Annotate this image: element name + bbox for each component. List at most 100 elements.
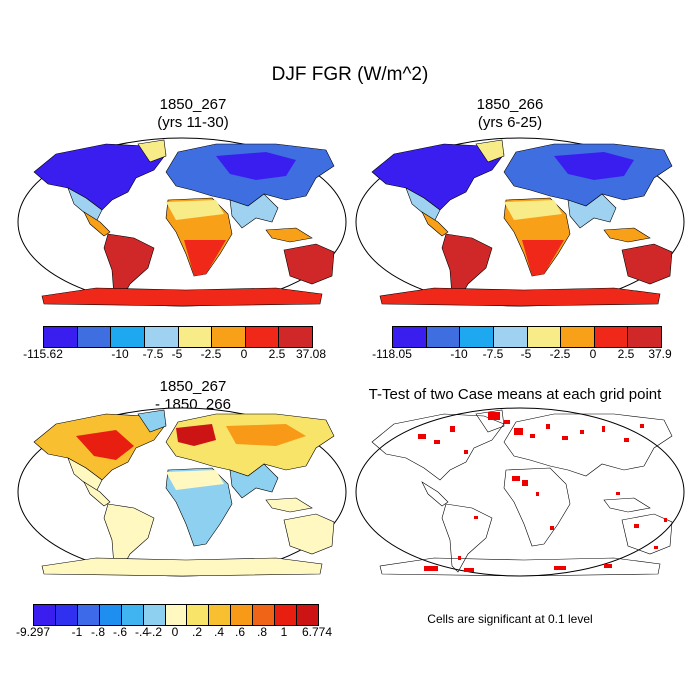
colorbar-3-label: 6.774	[301, 625, 333, 639]
africa-south	[184, 240, 226, 276]
colorbar-swatch	[275, 605, 298, 625]
europe-asia	[503, 413, 673, 477]
colorbar-3-label: -1	[71, 625, 83, 639]
panel-title-3: 1850_267 - 1850_266	[38, 378, 348, 414]
north-america	[371, 413, 505, 481]
colorbar-1-label: 37.08	[295, 347, 327, 361]
colorbar-swatch	[55, 605, 78, 625]
continents	[371, 139, 673, 307]
colorbar-1-label: -2.5	[200, 347, 222, 361]
figure-title: DJF FGR (W/m^2)	[271, 64, 429, 85]
colorbar-1	[43, 326, 313, 348]
antarctica	[41, 287, 323, 307]
colorbar-swatch	[493, 327, 528, 347]
central-america	[83, 481, 111, 507]
colorbar-3-label: .8	[256, 625, 268, 639]
indonesia	[603, 497, 651, 513]
central-america	[83, 211, 111, 237]
south-america	[441, 503, 493, 573]
asia-warm	[226, 424, 306, 446]
colorbar-2-label: -5	[520, 347, 532, 361]
southern-asia	[229, 193, 279, 229]
africa-sahel	[504, 200, 562, 220]
colorbar-swatch	[426, 327, 461, 347]
significance-note: Cells are significant at 0.1 level	[427, 612, 593, 626]
colorbar-swatch	[561, 327, 595, 347]
colorbar-1-label: -115.62	[23, 347, 63, 361]
continents	[33, 139, 335, 307]
greenland	[137, 409, 167, 433]
continents	[33, 409, 335, 577]
colorbar-3-label: -.4	[134, 625, 150, 639]
colorbar-swatch	[297, 605, 318, 625]
panel-title-2-line2: (yrs 6-25)	[477, 114, 543, 131]
greenland	[137, 139, 167, 163]
colorbar-swatch	[99, 605, 122, 625]
antarctica	[379, 287, 661, 307]
colorbar-3-label: 0	[171, 625, 179, 639]
asia-core	[554, 152, 634, 180]
map-panel-1	[17, 137, 347, 307]
colorbar-1-label: 0	[240, 347, 248, 361]
africa	[503, 467, 571, 547]
colorbar-3-label: .4	[213, 625, 225, 639]
colorbar-swatch	[527, 327, 562, 347]
colorbar-swatch	[77, 605, 100, 625]
colorbar-2-label: -2.5	[549, 347, 571, 361]
indonesia	[603, 227, 651, 243]
colorbar-1-label: -7.5	[142, 347, 164, 361]
map-panel-2	[355, 137, 685, 307]
colorbar-1-label: -5	[171, 347, 183, 361]
colorbar-2-label: -7.5	[482, 347, 504, 361]
colorbar-swatch	[143, 605, 166, 625]
africa-sahel	[166, 470, 224, 490]
southern-asia	[567, 193, 617, 229]
colorbar-3-label: -.2	[147, 625, 163, 639]
colorbar-swatch	[231, 605, 254, 625]
colorbar-3-label: -.8	[90, 625, 106, 639]
panel-title-1-line1: 1850_267	[159, 96, 227, 113]
colorbar-swatch	[121, 605, 144, 625]
colorbar-2-label: 2.5	[617, 347, 635, 361]
panel-title-2: 1850_266 (yrs 6-25)	[355, 96, 665, 132]
colorbar-3-label: -.6	[112, 625, 128, 639]
australia	[283, 243, 335, 285]
colorbar-1-label: -10	[111, 347, 129, 361]
colorbar-swatch	[212, 327, 246, 347]
central-america	[421, 481, 449, 507]
panel-title-4-line1: T-Test of two Case means at each grid po…	[368, 386, 662, 403]
significant-cells	[418, 412, 667, 572]
colorbar-swatch	[178, 327, 213, 347]
colorbar-swatch	[279, 327, 312, 347]
asia-core	[216, 152, 296, 180]
colorbar-swatch	[44, 327, 78, 347]
continents	[371, 409, 673, 577]
colorbar-3	[33, 604, 319, 626]
colorbar-3-label: 1	[280, 625, 288, 639]
colorbar-swatch	[628, 327, 661, 347]
colorbar-3-label: -9.297	[15, 625, 51, 639]
colorbar-swatch	[111, 327, 145, 347]
antarctica	[379, 557, 661, 577]
colorbar-swatch	[245, 327, 280, 347]
colorbar-swatch	[393, 327, 427, 347]
colorbar-swatch	[77, 327, 112, 347]
antarctica	[41, 557, 323, 577]
colorbar-2-label: 0	[589, 347, 597, 361]
africa-sahel	[166, 200, 224, 220]
indonesia	[265, 497, 313, 513]
map-panel-3	[17, 407, 347, 577]
colorbar-3-label: .6	[234, 625, 246, 639]
australia	[621, 513, 673, 555]
africa-south	[522, 240, 564, 276]
colorbar-2-label: 37.9	[648, 347, 672, 361]
colorbar-2-label: -10	[450, 347, 468, 361]
australia	[283, 513, 335, 555]
panel-title-4: T-Test of two Case means at each grid po…	[355, 386, 675, 404]
greenland	[475, 409, 505, 433]
colorbar-swatch	[144, 327, 179, 347]
colorbar-swatch	[594, 327, 629, 347]
map-panel-4	[355, 407, 685, 577]
colorbar-swatch	[253, 605, 276, 625]
colorbar-swatch	[165, 605, 188, 625]
